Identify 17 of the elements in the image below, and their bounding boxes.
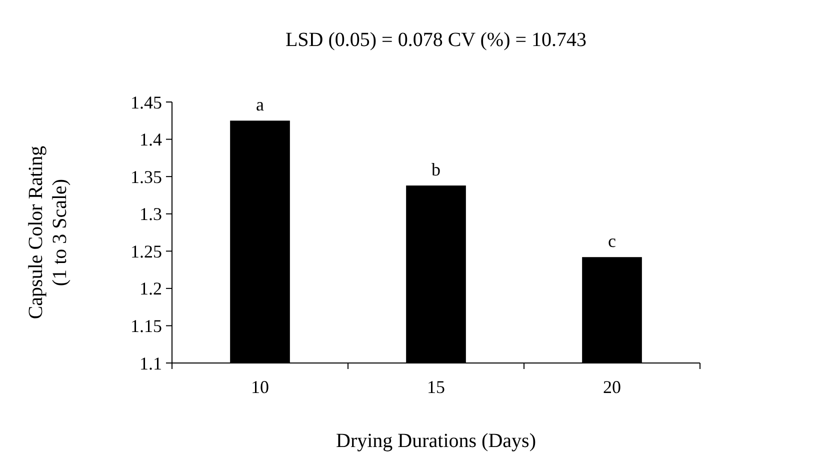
y-tick-label: 1.2 bbox=[140, 278, 162, 299]
x-tick-label: 15 bbox=[427, 377, 445, 397]
y-axis-title: Capsule Color Rating (1 to 3 Scale) bbox=[25, 146, 71, 320]
y-tick-label: 1.45 bbox=[130, 92, 162, 112]
y-tick-label: 1.15 bbox=[130, 316, 162, 336]
chart-title: LSD (0.05) = 0.078 CV (%) = 10.743 bbox=[285, 29, 587, 51]
x-axis-title: Drying Durations (Days) bbox=[336, 430, 536, 452]
data-label: c bbox=[608, 231, 616, 252]
y-tick-label: 1.3 bbox=[140, 204, 162, 224]
data-label: b bbox=[432, 160, 440, 180]
y-tick-label: 1.25 bbox=[130, 241, 162, 262]
y-tick-label: 1.4 bbox=[140, 130, 162, 150]
x-tick-label: 20 bbox=[603, 377, 621, 397]
data-label: a bbox=[256, 94, 264, 115]
y-tick-label: 1.35 bbox=[130, 166, 162, 187]
y-tick-label: 1.1 bbox=[140, 353, 162, 374]
x-tick-label: 10 bbox=[251, 377, 269, 397]
